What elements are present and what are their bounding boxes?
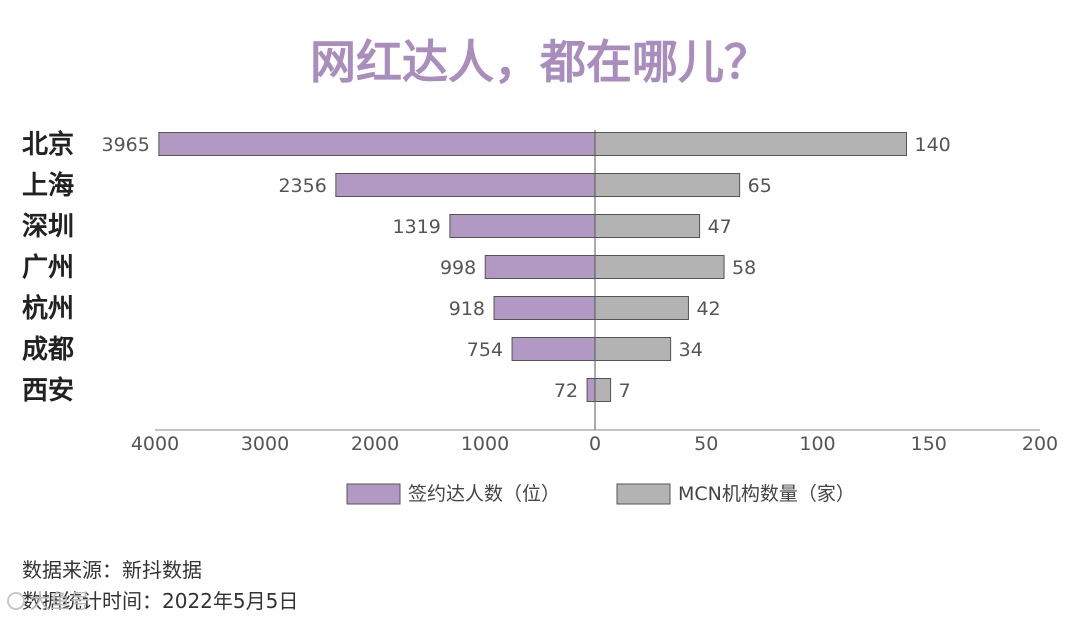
tick-left-4000: 4000	[131, 433, 179, 455]
legend-label-right: MCN机构数量（家）	[678, 483, 855, 505]
bar-right-2	[594, 214, 701, 238]
value-label-left-0: 3965	[101, 134, 149, 156]
stat-time-note: 数据统计时间：2022年5月5日	[22, 589, 298, 613]
value-label-left-2: 1319	[393, 216, 441, 238]
bar-left-3	[484, 255, 596, 279]
bar-right-3	[594, 255, 725, 279]
legend: 签约达人数（位） MCN机构数量（家）	[346, 483, 855, 505]
value-label-left-1: 2356	[278, 175, 326, 197]
category-label-0: 北京	[22, 129, 74, 160]
category-label-2: 深圳	[22, 212, 74, 242]
watermark-text: 大鱼号	[30, 589, 90, 613]
value-label-right-2: 47	[708, 216, 732, 238]
bar-right-1	[594, 173, 741, 197]
legend-swatch-right	[616, 483, 671, 505]
tick-left-1000: 1000	[461, 433, 509, 455]
value-label-right-6: 7	[619, 380, 631, 402]
value-label-right-1: 65	[748, 175, 772, 197]
value-label-right-4: 42	[696, 298, 720, 320]
category-label-3: 广州	[22, 253, 74, 283]
value-label-left-3: 998	[440, 257, 476, 279]
value-label-left-4: 918	[449, 298, 485, 320]
bar-right-4	[594, 296, 689, 320]
tick-right-200: 200	[1022, 433, 1058, 455]
bar-right-5	[594, 337, 672, 361]
x-axis: 4000 3000 2000 1000 0 50 100 150 200	[131, 429, 1058, 455]
labels-layer: 北京 3965 140 上海 2356 65 深圳 1319 47 广州 998 58 杭州 918 42 成…	[22, 129, 951, 406]
watermark: 大鱼号	[7, 589, 90, 613]
bar-right-6	[594, 378, 612, 402]
legend-swatch-left	[346, 483, 401, 505]
tick-right-50: 50	[694, 433, 718, 455]
tick-right-100: 100	[799, 433, 835, 455]
category-label-4: 杭州	[22, 293, 74, 324]
chart-title: 网红达人，都在哪儿？	[310, 35, 770, 89]
tick-left-3000: 3000	[241, 433, 289, 455]
category-label-1: 上海	[22, 171, 74, 201]
bar-left-0	[158, 132, 596, 156]
bar-left-5	[511, 337, 596, 361]
value-label-right-0: 140	[915, 134, 951, 156]
bar-left-6	[586, 378, 596, 402]
legend-label-left: 签约达人数（位）	[408, 483, 560, 505]
value-label-left-5: 754	[467, 339, 503, 361]
bar-right-0	[594, 132, 907, 156]
watermark-logo-icon	[7, 592, 25, 610]
value-label-right-5: 34	[679, 339, 703, 361]
tick-right-150: 150	[911, 433, 947, 455]
tick-left-0: 0	[589, 433, 601, 455]
bar-left-1	[335, 173, 596, 197]
value-label-right-3: 58	[732, 257, 756, 279]
source-note: 数据来源：新抖数据	[22, 558, 202, 582]
category-label-5: 成都	[22, 335, 74, 365]
tick-left-2000: 2000	[351, 433, 399, 455]
bars-layer	[158, 130, 907, 430]
bar-left-2	[449, 214, 596, 238]
value-label-left-6: 72	[554, 380, 578, 402]
bar-left-4	[493, 296, 596, 320]
category-label-6: 西安	[22, 376, 74, 406]
